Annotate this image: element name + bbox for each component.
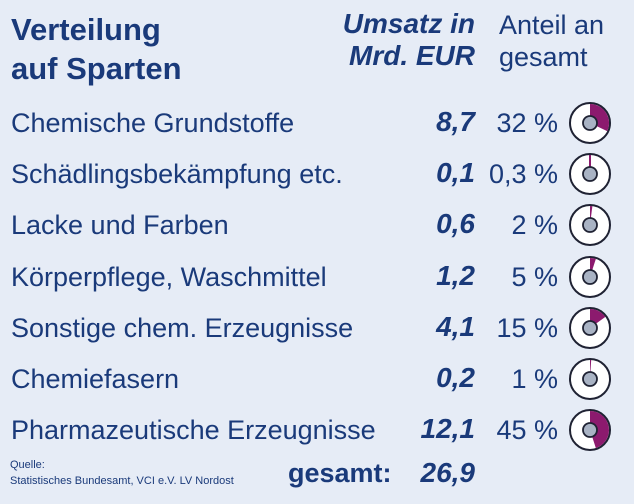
row-label: Chemiefasern (11, 364, 180, 394)
row-label: Sonstige chem. Erzeugnisse (11, 312, 354, 343)
row-label: Körperpflege, Waschmittel (11, 261, 327, 292)
table-row: Schädlingsbekämpfung etc. 0,1 0,3 % (0, 149, 634, 200)
row-share: 15 % (496, 312, 558, 343)
table-row: Körperpflege, Waschmittel 1,2 5 % (0, 252, 634, 303)
title-line-2: auf Sparten (11, 51, 182, 86)
row-share: 32 % (496, 108, 558, 138)
row-share: 45 % (496, 415, 558, 446)
share-pie (569, 255, 611, 298)
column-header-share: Anteil an gesamt (499, 9, 629, 73)
pie-center (582, 371, 598, 387)
total-label: gesamt: (288, 458, 392, 488)
source-label: Quelle: (10, 459, 45, 471)
row-value: 0,1 (436, 157, 475, 189)
row-value: 0,2 (436, 362, 475, 393)
row-value: 12,1 (420, 413, 476, 445)
pie-center (582, 115, 598, 131)
table-row: Sonstige chem. Erzeugnisse 4,1 15 % (0, 303, 634, 354)
pie-center (582, 166, 598, 183)
table-row: Chemische Grundstoffe 8,7 32 % (0, 98, 634, 149)
row-value: 0,6 (436, 208, 475, 240)
share-pie (569, 102, 611, 144)
share-pie (569, 204, 611, 247)
row-label: Pharmazeutische Erzeugnisse (11, 415, 376, 446)
pie-center (582, 422, 598, 439)
source-text: Statistisches Bundesamt, VCI e.V. LV Nor… (10, 475, 234, 487)
row-value: 1,2 (436, 259, 475, 291)
column-header-revenue-line-2: Mrd. EUR (349, 40, 475, 71)
row-label: Schädlingsbekämpfung etc. (11, 159, 343, 190)
row-share: 1 % (511, 364, 558, 394)
share-pie (569, 153, 611, 196)
column-header-revenue-line-1: Umsatz in (342, 8, 475, 39)
column-header-share-line-1: Anteil an (499, 10, 605, 40)
title-line-1: Verteilung (11, 12, 161, 47)
row-share: 5 % (511, 261, 558, 292)
share-pie (569, 306, 611, 349)
row-value: 8,7 (436, 106, 475, 137)
row-value: 4,1 (436, 310, 475, 342)
row-share: 2 % (511, 210, 558, 241)
total-value: 26,9 (420, 457, 476, 488)
table-row: Lacke und Farben 0,6 2 % (0, 200, 634, 251)
share-pie (569, 358, 611, 400)
pie-center (582, 217, 598, 234)
table-row: Pharmazeutische Erzeugnisse 12,1 45 % (0, 405, 634, 456)
pie-center (582, 319, 598, 336)
table-row: Chemiefasern 0,2 1 % (0, 354, 634, 405)
source-note: Quelle: Statistisches Bundesamt, VCI e.V… (10, 457, 234, 489)
share-pie (569, 409, 611, 452)
pie-slice (590, 411, 609, 449)
pie-center (582, 268, 598, 285)
chart-title: Verteilung auf Sparten (11, 10, 182, 88)
row-share: 0,3 % (488, 159, 558, 190)
row-label: Chemische Grundstoffe (11, 108, 295, 138)
column-header-share-line-2: gesamt (499, 42, 588, 72)
column-header-revenue: Umsatz in Mrd. EUR (320, 8, 475, 72)
row-label: Lacke und Farben (11, 210, 229, 241)
